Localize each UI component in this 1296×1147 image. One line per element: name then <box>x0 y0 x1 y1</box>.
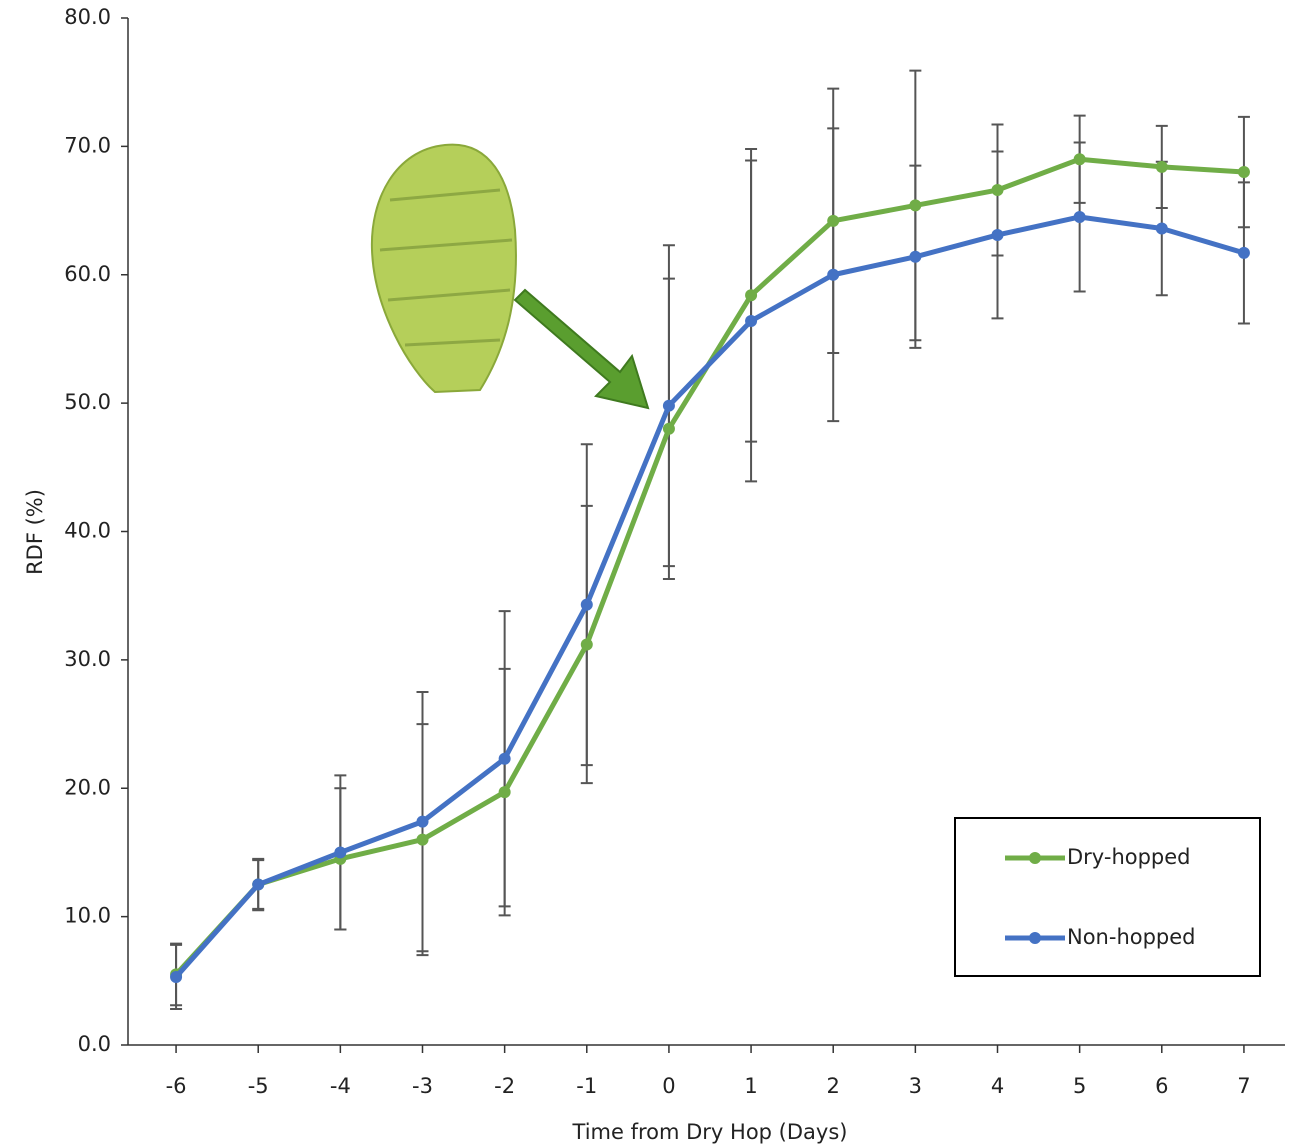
hop-illustration <box>370 143 650 410</box>
data-point <box>745 289 758 302</box>
x-tick-label: 1 <box>744 1074 757 1098</box>
data-point <box>580 638 593 651</box>
y-tick-label: 70.0 <box>64 133 111 157</box>
data-point <box>909 199 922 212</box>
legend-label: Non-hopped <box>1067 925 1196 949</box>
y-tick-label: 50.0 <box>64 390 111 414</box>
data-point <box>991 228 1004 241</box>
x-tick-label: 7 <box>1237 1074 1250 1098</box>
data-point <box>662 399 675 412</box>
data-point <box>827 268 840 281</box>
legend-box <box>954 817 1261 977</box>
x-tick-label: 0 <box>662 1074 675 1098</box>
legend-marker <box>1029 932 1041 944</box>
data-point <box>909 250 922 263</box>
x-tick-label: 4 <box>991 1074 1004 1098</box>
data-point <box>1155 222 1168 235</box>
y-axis-label: RDF (%) <box>23 489 47 575</box>
x-tick-label: -2 <box>494 1074 515 1098</box>
x-tick-label: -3 <box>412 1074 433 1098</box>
data-point <box>252 878 265 891</box>
x-tick-label: 6 <box>1155 1074 1168 1098</box>
x-tick-label: 5 <box>1073 1074 1086 1098</box>
data-point <box>580 598 593 611</box>
y-tick-label: 20.0 <box>64 775 111 799</box>
y-tick-label: 80.0 <box>64 5 111 29</box>
data-point <box>827 214 840 227</box>
x-tick-label: -4 <box>330 1074 351 1098</box>
data-point <box>1073 210 1086 223</box>
arrow <box>513 288 650 410</box>
data-point <box>991 184 1004 197</box>
legend-label: Dry-hopped <box>1067 845 1191 869</box>
data-point <box>1237 166 1250 179</box>
y-tick-label: 30.0 <box>64 647 111 671</box>
series-line <box>174 214 1245 979</box>
legend-marker <box>1029 852 1041 864</box>
y-tick-label: 0.0 <box>78 1032 111 1056</box>
x-tick-label: -1 <box>576 1074 597 1098</box>
y-tick-label: 10.0 <box>64 904 111 928</box>
data-point <box>662 422 675 435</box>
data-point <box>745 314 758 327</box>
x-tick-label: 2 <box>827 1074 840 1098</box>
data-point <box>498 786 511 799</box>
x-tick-label: 3 <box>909 1074 922 1098</box>
data-point <box>416 833 429 846</box>
data-point <box>416 815 429 828</box>
data-point <box>1237 246 1250 259</box>
data-point <box>1155 160 1168 173</box>
x-axis-label: Time from Dry Hop (Days) <box>572 1120 848 1144</box>
y-tick-label: 60.0 <box>64 262 111 286</box>
x-tick-label: -6 <box>166 1074 187 1098</box>
data-point <box>170 970 183 983</box>
data-point <box>1073 153 1086 166</box>
y-tick-label: 40.0 <box>64 519 111 543</box>
data-point <box>334 846 347 859</box>
x-tick-label: -5 <box>248 1074 269 1098</box>
data-point <box>498 752 511 765</box>
